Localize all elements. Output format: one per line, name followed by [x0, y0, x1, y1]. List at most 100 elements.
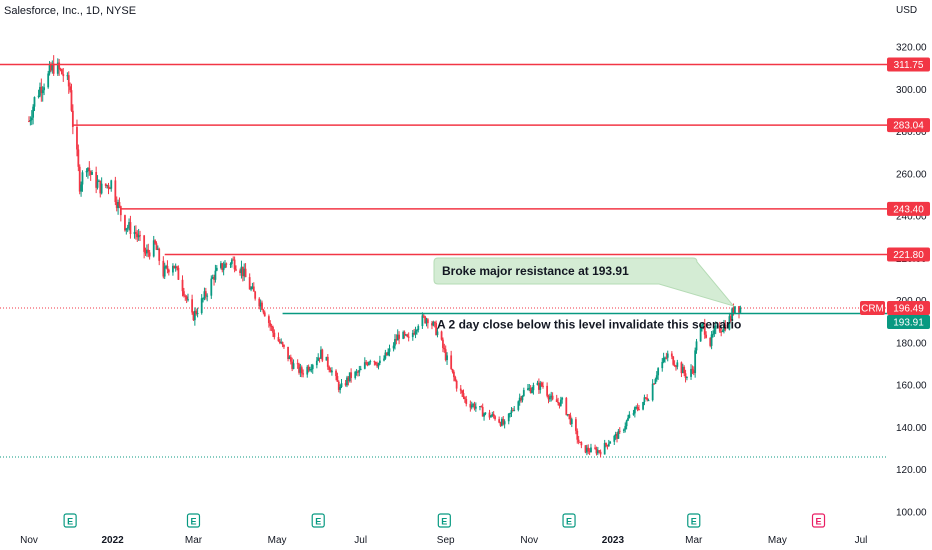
candle-body [603, 443, 606, 455]
candle-body [662, 357, 665, 362]
candle-body [33, 97, 36, 107]
candle-body [576, 430, 579, 440]
x-tick-label: May [268, 535, 287, 546]
candle-body [540, 382, 543, 386]
earnings-marker-label: E [691, 517, 697, 527]
candle-body [377, 363, 380, 367]
candle-body [684, 373, 687, 378]
candle-body [616, 434, 618, 439]
candle-body [472, 404, 474, 406]
candle-body [176, 266, 178, 268]
candle-body [213, 277, 215, 280]
candle-body [204, 291, 207, 297]
candle-body [277, 337, 280, 342]
x-tick-label: 2022 [101, 535, 124, 546]
candle-body [267, 316, 270, 324]
candle-body [462, 393, 465, 398]
y-tick-label: 120.00 [896, 465, 927, 476]
candle-body [71, 110, 74, 127]
candle-body [384, 352, 387, 359]
candle-body [503, 421, 506, 425]
candle-body [222, 267, 225, 271]
candle-body [574, 419, 577, 431]
candle-body [451, 368, 454, 372]
candle-body [331, 370, 333, 373]
candle-body [694, 350, 697, 374]
candle-body [690, 368, 692, 377]
candle-body [444, 349, 447, 361]
candle-body [148, 252, 151, 257]
candle-body [507, 413, 510, 422]
candle-body [336, 376, 339, 382]
candle-body [536, 382, 539, 386]
candle-body [43, 87, 45, 91]
dotted-levels [0, 307, 887, 458]
candle-body [99, 180, 102, 194]
candle-body [172, 265, 174, 273]
candle-body [165, 265, 167, 267]
candle-body [261, 302, 263, 310]
candle-body [644, 397, 647, 399]
candle-body [488, 412, 491, 418]
candle-body [442, 339, 444, 348]
candle-body [518, 397, 521, 402]
callout-box[interactable] [433, 257, 735, 307]
candle-body [672, 356, 675, 365]
candle-body [521, 395, 524, 401]
candle-body [357, 371, 359, 373]
candle-body [551, 395, 554, 400]
candle-body [606, 444, 609, 447]
candle-body [655, 375, 658, 380]
candle-body [550, 395, 553, 398]
candle-body [88, 167, 91, 172]
candle-body [433, 321, 436, 323]
candle-body [139, 235, 141, 237]
candle-body [200, 298, 203, 314]
candle-body [424, 316, 427, 324]
candle-body [137, 235, 140, 238]
candle-body [37, 95, 40, 98]
candle-body [51, 63, 54, 71]
candle-body [532, 385, 535, 391]
candle-body [281, 342, 284, 345]
candle-body [628, 414, 631, 418]
candle-body [187, 299, 189, 301]
candle-body [665, 357, 668, 359]
candle-body [203, 291, 206, 299]
candle-body [670, 353, 673, 357]
candle-body [221, 263, 224, 271]
candle-body [465, 399, 468, 404]
y-tick-label: 160.00 [896, 381, 927, 392]
annotations[interactable]: Broke major resistance at 193.91 A 2 day… [433, 257, 741, 332]
candle-body [709, 337, 712, 346]
candle-body [292, 363, 295, 369]
candle-body [135, 231, 137, 234]
horizontal-levels[interactable] [0, 63, 887, 315]
y-tick-label: 280.00 [896, 127, 927, 138]
candle-body [52, 63, 55, 74]
earnings-marker-label: E [441, 517, 447, 527]
symbol-badge-bg [860, 301, 885, 316]
candle-body [491, 413, 494, 417]
candle-body [98, 180, 100, 182]
candle-body [394, 339, 396, 346]
candle-body [673, 364, 676, 367]
candle-body [675, 366, 677, 368]
candle-body [531, 390, 533, 393]
candle-body [502, 419, 505, 425]
candles [28, 55, 742, 458]
candle-body [661, 361, 664, 369]
candle-body [724, 324, 727, 330]
y-tick-label: 320.00 [896, 43, 927, 54]
candle-body [48, 65, 51, 74]
candle-body [50, 65, 52, 71]
candle-body [252, 286, 255, 292]
candle-body [117, 202, 119, 209]
candle-body [402, 331, 405, 339]
candle-body [702, 323, 705, 326]
candle-body [681, 367, 684, 374]
candle-body [473, 404, 476, 409]
candle-body [537, 382, 540, 390]
